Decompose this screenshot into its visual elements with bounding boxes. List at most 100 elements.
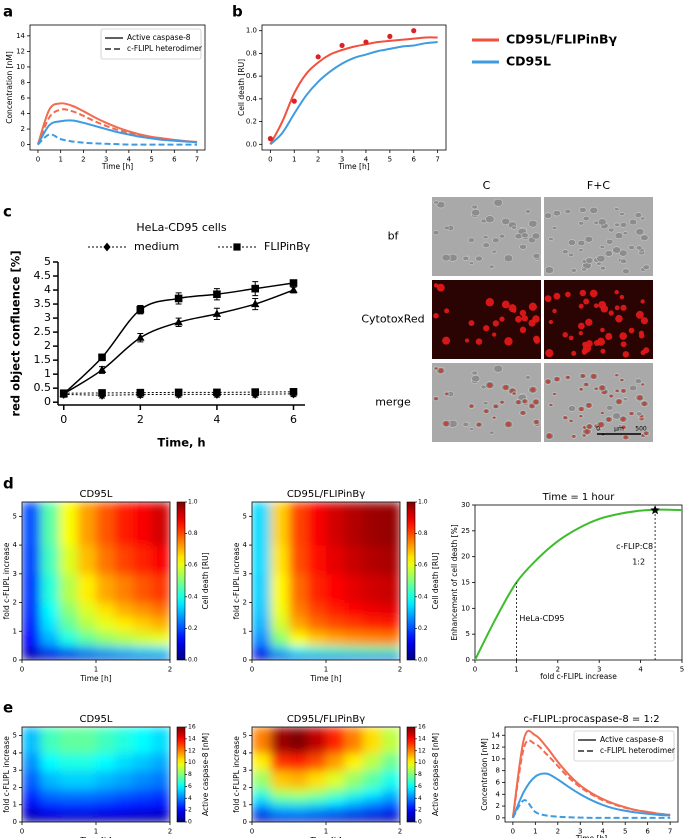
panel-label: c — [3, 203, 12, 221]
dead-cell — [464, 338, 470, 343]
colorbar-tick-label: 12 — [418, 747, 426, 754]
y-axis-label: fold c-FLIPL increase — [2, 736, 11, 813]
heatmap-cell — [381, 727, 400, 754]
y-tick-label: 4 — [21, 110, 26, 118]
colorbar-tick-label: 0.2 — [418, 625, 428, 632]
dead-cell — [599, 385, 605, 391]
heatmap-cell — [22, 813, 42, 820]
x-tick-label: 4 — [600, 827, 605, 835]
heatmap-cells — [252, 727, 400, 822]
y-tick-label: 3 — [13, 570, 17, 578]
heatmap-cell — [307, 602, 327, 618]
dead-cell — [581, 350, 587, 355]
heatmap-cell — [77, 796, 97, 806]
data-line — [37, 108, 198, 145]
data-point — [363, 39, 369, 45]
cell — [619, 222, 628, 228]
colorbar — [406, 726, 416, 823]
legend-label: medium — [134, 240, 179, 253]
y-tick-label: 12 — [16, 47, 25, 55]
x-tick-label: 5 — [388, 155, 392, 163]
heatmap-cell — [381, 502, 400, 546]
heatmap-cell — [363, 818, 383, 822]
data-point — [98, 389, 106, 397]
heatmap-cell — [151, 631, 170, 647]
cell — [525, 375, 531, 380]
colorbar-tick-label: 0 — [418, 819, 422, 826]
heatmap-cell — [22, 818, 42, 822]
heatmap-cell — [151, 654, 170, 660]
x-tick-label: 2 — [168, 665, 172, 673]
x-tick-label: 1 — [514, 665, 518, 673]
dead-cell — [436, 283, 445, 292]
dead-cell — [621, 425, 626, 429]
cell — [640, 234, 649, 241]
heatmap-cell — [77, 631, 97, 647]
x-axis-label: Time [h] — [309, 836, 341, 838]
x-tick-label: 2 — [398, 665, 402, 673]
cell — [622, 397, 629, 402]
heatmap-cell — [363, 813, 383, 820]
dead-cell — [516, 400, 521, 405]
heatmap-cell — [22, 545, 42, 575]
heatmap-cell — [77, 752, 97, 771]
dead-cell — [562, 332, 568, 338]
colorbar-tick-label: 8 — [188, 771, 192, 778]
x-axis-label: Time [h] — [575, 834, 607, 838]
y-tick-label: 0.5 — [34, 381, 52, 394]
heatmap-cell — [59, 727, 79, 754]
legend-label: Active caspase-8 — [127, 33, 191, 42]
x-tick-label: 1 — [533, 827, 537, 835]
heatmap-cell — [252, 770, 272, 789]
data-point — [289, 279, 298, 287]
chart-title: CD95L/FLIPinBγ — [287, 489, 365, 500]
dead-cell — [533, 335, 540, 343]
y-tick-label: 2 — [496, 802, 500, 810]
y-tick-label: 1 — [13, 801, 17, 809]
cell — [548, 237, 554, 241]
heatmap-cell — [363, 631, 383, 647]
x-tick-label: 4 — [213, 413, 220, 426]
cell — [629, 218, 638, 226]
x-axis-label: Time [h] — [79, 836, 111, 838]
cell — [606, 238, 614, 245]
dead-cell — [534, 420, 539, 424]
heatmap-cell — [344, 654, 364, 660]
panel-label: a — [3, 3, 13, 21]
heatmap-cell — [114, 616, 134, 632]
cell — [596, 255, 606, 263]
heatmap-cell — [96, 727, 116, 754]
heatmap-cell — [77, 787, 97, 797]
heatmap-cell — [40, 770, 60, 789]
heatmap-cell — [114, 631, 134, 647]
heatmap-cell — [59, 631, 79, 647]
dead-cell — [608, 310, 614, 316]
data-point — [291, 98, 297, 104]
dead-cell — [512, 392, 516, 395]
heatmap-cell — [151, 796, 170, 806]
cell — [635, 228, 645, 236]
colorbar-tick-label: 0.6 — [418, 562, 428, 569]
heatmap-cell — [344, 818, 364, 822]
heatmap-cell — [151, 813, 170, 820]
dead-cell — [530, 387, 536, 393]
heatmap — [22, 502, 170, 660]
heatmap-cell — [96, 573, 116, 604]
y-tick-label: 3.5 — [34, 297, 52, 310]
annotation: HeLa-CD95 — [519, 614, 564, 623]
heatmap-cell — [77, 502, 97, 546]
x-tick-label: 2 — [398, 827, 402, 835]
heatmap-cell — [252, 787, 272, 797]
heatmap-cell — [307, 804, 327, 814]
heatmap-cell — [252, 602, 272, 618]
heatmap-cell — [114, 804, 134, 814]
heatmap-cell — [381, 752, 400, 771]
heatmap-cell — [344, 545, 364, 575]
heatmap-cell — [96, 545, 116, 575]
dead-cell — [614, 305, 620, 311]
y-tick-label: 0 — [466, 656, 470, 664]
dead-cell — [621, 389, 626, 393]
x-tick-label: 6 — [412, 155, 417, 163]
heatmap-cell — [77, 818, 97, 822]
data-point — [315, 54, 321, 60]
